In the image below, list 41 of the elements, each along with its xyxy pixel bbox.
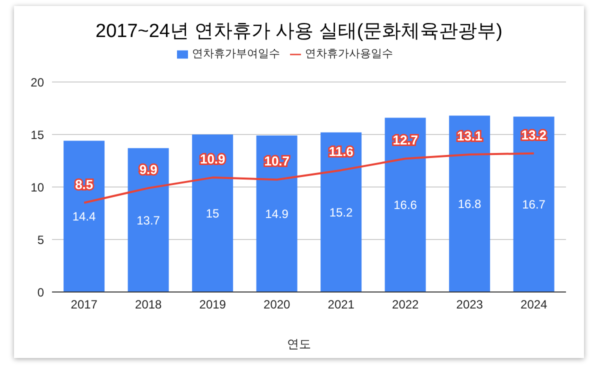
bar <box>64 140 105 292</box>
data-label: 12.7 <box>392 132 418 148</box>
data-label: 10.7 <box>264 154 290 169</box>
bar <box>320 132 362 292</box>
x-axis-title: 연도 <box>286 336 312 353</box>
legend-label: 연차휴가부여일수 <box>192 48 280 60</box>
bar <box>192 134 234 292</box>
data-label: 11.6 <box>328 144 354 160</box>
x-tick-label: 2024 <box>520 298 548 312</box>
bar <box>128 148 169 292</box>
chart-title: 2017~24년 연차휴가 사용 실태(문화체육관광부) <box>94 20 504 44</box>
y-tick-label: 15 <box>30 128 44 142</box>
legend-label: 연차휴가사용일수 <box>305 48 393 60</box>
data-label: 9.9 <box>139 162 158 178</box>
data-label: 15 <box>206 206 220 221</box>
data-label: 14.4 <box>72 210 96 224</box>
y-tick-label: 10 <box>30 180 44 194</box>
x-tick-label: 2023 <box>456 298 484 312</box>
bar <box>256 136 298 292</box>
data-label: 14.9 <box>265 207 289 222</box>
bar <box>384 118 426 292</box>
data-label: 16.6 <box>394 198 418 212</box>
data-label: 13.7 <box>136 213 160 228</box>
data-label: 16.7 <box>522 198 546 212</box>
y-tick-label: 20 <box>30 75 44 90</box>
data-label: 10.9 <box>200 152 226 167</box>
bar <box>449 116 490 292</box>
x-tick-label: 2020 <box>264 298 291 312</box>
data-label: 15.2 <box>329 205 354 220</box>
x-tick-label: 2017 <box>70 298 98 312</box>
y-tick-label: 0 <box>37 285 44 300</box>
x-tick-label: 2018 <box>135 298 162 312</box>
data-label: 13.1 <box>456 128 482 144</box>
data-label: 16.8 <box>458 197 482 212</box>
data-label: 13.2 <box>521 127 547 142</box>
bar <box>513 116 554 292</box>
data-label: 8.5 <box>75 176 94 192</box>
x-tick-label: 2021 <box>328 298 355 312</box>
x-tick-label: 2019 <box>199 298 226 312</box>
x-tick-label: 2022 <box>392 298 420 312</box>
y-tick-label: 5 <box>37 232 44 247</box>
